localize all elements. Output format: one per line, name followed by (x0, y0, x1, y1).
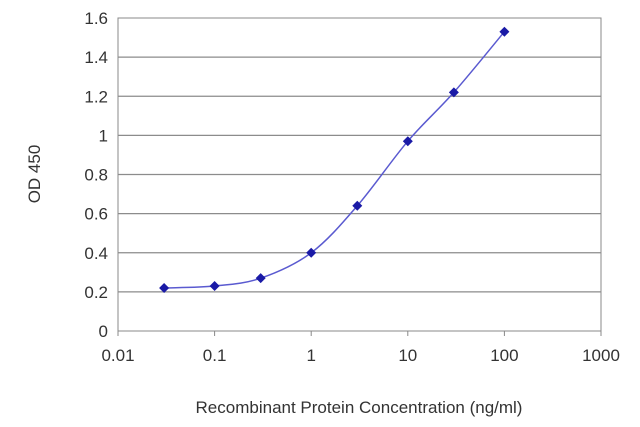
data-point (306, 247, 317, 258)
y-tick-labels: 0 0.2 0.4 0.6 0.8 1 1.2 1.4 1.6 (84, 9, 108, 341)
data-point (448, 87, 459, 98)
data-point (159, 282, 170, 293)
x-tick-label: 0.1 (203, 346, 227, 365)
y-tick-label: 0.6 (84, 205, 108, 224)
data-point (209, 281, 220, 292)
y-tick-label: 1.2 (84, 87, 108, 106)
data-point (402, 136, 413, 147)
x-tick-labels: 0.01 0.1 1 10 100 1000 (101, 331, 620, 365)
series-line (164, 31, 505, 289)
x-tick-label: 100 (490, 346, 518, 365)
x-tick-label: 1000 (582, 346, 620, 365)
y-tick-label: 0 (99, 322, 108, 341)
y-axis-title: OD 450 (25, 145, 44, 204)
x-tick-label: 1 (306, 346, 315, 365)
y-tick-label: 0.4 (84, 244, 108, 263)
data-point (255, 273, 266, 284)
x-axis-title: Recombinant Protein Concentration (ng/ml… (196, 398, 523, 417)
y-tick-label: 0.8 (84, 166, 108, 185)
y-tick-label: 1 (99, 126, 108, 145)
x-tick-label: 0.01 (101, 346, 134, 365)
data-point (499, 26, 510, 37)
y-tick-label: 1.6 (84, 9, 108, 28)
y-tick-label: 0.2 (84, 283, 108, 302)
series (159, 26, 510, 293)
gridlines (118, 56, 601, 293)
x-tick-label: 10 (398, 346, 417, 365)
data-point (352, 200, 363, 211)
y-tick-label: 1.4 (84, 48, 108, 67)
